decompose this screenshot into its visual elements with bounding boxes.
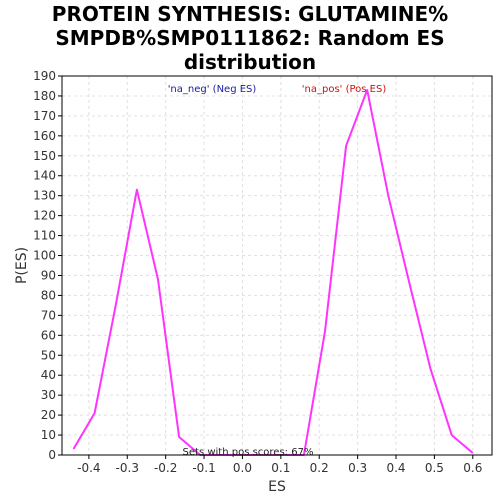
x-tick-label: 0.1 — [271, 461, 290, 475]
y-axis-label: P(ES) — [14, 247, 30, 284]
x-tick-label: -0.3 — [116, 461, 139, 475]
x-tick-label: -0.1 — [192, 461, 215, 475]
y-tick-label: 140 — [33, 169, 56, 183]
y-tick-label: 120 — [33, 209, 56, 223]
x-tick-label: 0.3 — [348, 461, 367, 475]
y-tick-label: 160 — [33, 129, 56, 143]
y-tick-label: 110 — [33, 229, 56, 243]
x-axis-label: ES — [268, 479, 286, 495]
y-tick-label: 180 — [33, 89, 56, 103]
series-layer — [72, 89, 474, 456]
x-tick-label: -0.4 — [77, 461, 100, 475]
y-tick-label: 90 — [41, 268, 56, 282]
y-tick-label: 150 — [33, 149, 56, 163]
chart-title-line-2: SMPDB%SMP0111862: Random ES — [55, 26, 445, 50]
y-tick-label: 130 — [33, 189, 56, 203]
y-tick-label: 30 — [41, 388, 56, 402]
x-tick-label: 0.0 — [233, 461, 252, 475]
y-tick-label: 80 — [41, 288, 56, 302]
y-tick-label: 50 — [41, 348, 56, 362]
text-layer: -0.4 -0.3 -0.2 -0.1 0.0 0.1 0.2 0.3 0.4 0.5 0.6 0 10… — [14, 69, 482, 495]
legend-entry: 'na_neg' (Neg ES) — [168, 84, 257, 95]
legend-entry: 'na_pos' (Pos ES) — [302, 84, 387, 95]
y-tick-label: 70 — [41, 308, 56, 322]
y-tick-label: 20 — [41, 408, 56, 422]
y-tick-label: 40 — [41, 368, 56, 382]
y-tick-label: 10 — [41, 428, 56, 442]
chart-title-line-3: distribution — [183, 50, 317, 74]
y-tick-label: 60 — [41, 328, 56, 342]
grid-layer — [62, 75, 492, 456]
x-tick-label: 0.4 — [386, 461, 405, 475]
x-tick-label: -0.2 — [154, 461, 177, 475]
plot-frame — [61, 75, 493, 456]
y-tick-label: 100 — [33, 249, 56, 263]
pos-scores-annotation: Sets with pos scores: 67% — [183, 447, 314, 458]
y-tick-label: 0 — [48, 448, 56, 462]
chart-title-line-1: PROTEIN SYNTHESIS: GLUTAMINE% — [51, 2, 449, 26]
y-tick-label: 190 — [33, 69, 56, 83]
x-tick-label: 0.2 — [310, 461, 329, 475]
axis-layer — [58, 75, 493, 459]
y-tick-label: 170 — [33, 109, 56, 123]
x-tick-label: 0.5 — [425, 461, 444, 475]
x-tick-label: 0.6 — [463, 461, 482, 475]
series-line — [72, 89, 474, 456]
